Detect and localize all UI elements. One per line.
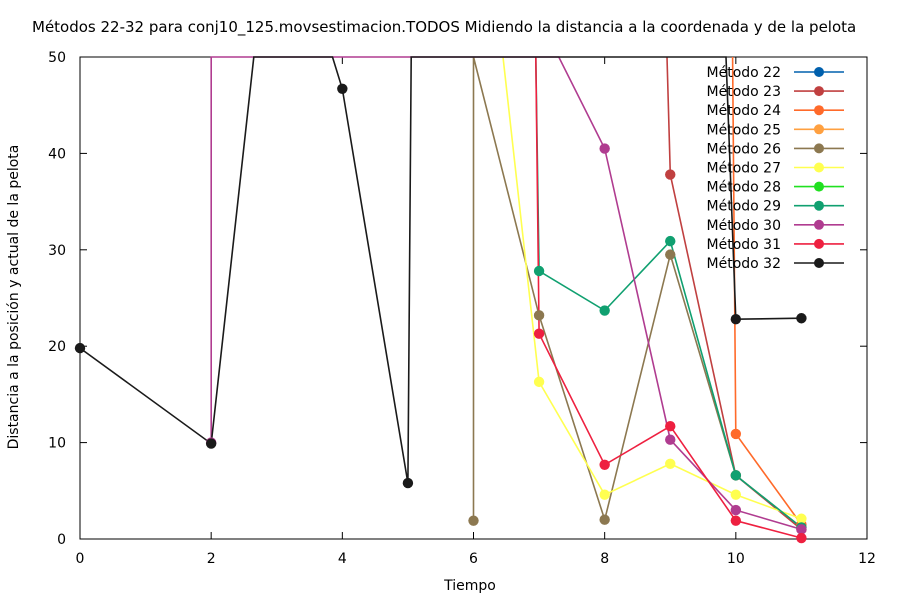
legend-swatch-point bbox=[814, 86, 824, 97]
legend: Método 22 Método 23 Método 24 Método 25 Méto… bbox=[707, 65, 844, 272]
legend-swatch-point bbox=[814, 200, 824, 211]
y-axis-label: Distancia a la posición y actual de la p… bbox=[6, 145, 22, 450]
x-tick-label: 10 bbox=[727, 551, 745, 567]
data-point bbox=[665, 235, 676, 247]
legend-swatch-point bbox=[814, 258, 824, 268]
legend-label: Método 31 bbox=[707, 237, 781, 253]
data-point bbox=[599, 459, 610, 470]
data-point bbox=[402, 477, 414, 489]
series-line bbox=[502, 56, 802, 520]
data-point bbox=[796, 513, 807, 524]
series-line bbox=[535, 56, 802, 539]
legend-swatch-point bbox=[814, 162, 824, 173]
data-point bbox=[796, 532, 807, 544]
data-point bbox=[599, 489, 610, 500]
legend-label: Método 28 bbox=[707, 180, 781, 196]
y-tick-label: 20 bbox=[48, 339, 66, 355]
legend-swatch-point bbox=[814, 143, 824, 154]
y-tick-label: 0 bbox=[57, 532, 66, 548]
data-point bbox=[665, 434, 676, 445]
legend-label: Método 30 bbox=[707, 218, 781, 234]
data-point bbox=[533, 328, 545, 339]
x-tick-label: 12 bbox=[858, 551, 876, 567]
legend-label: Método 24 bbox=[707, 103, 782, 119]
data-point bbox=[730, 314, 742, 325]
data-point bbox=[730, 428, 742, 440]
data-point bbox=[599, 143, 610, 154]
x-tick-label: 2 bbox=[207, 551, 216, 567]
data-point bbox=[730, 515, 742, 526]
data-point bbox=[468, 515, 479, 526]
y-tick-label: 10 bbox=[48, 436, 66, 452]
data-point bbox=[665, 458, 676, 470]
legend-label: Método 26 bbox=[707, 141, 782, 157]
data-point bbox=[796, 524, 807, 535]
legend-label: Método 32 bbox=[707, 256, 781, 272]
data-point bbox=[796, 313, 807, 324]
data-point bbox=[665, 249, 676, 260]
series-lines bbox=[79, 56, 803, 539]
chart-title: Métodos 22-32 para conj10_125.movsestima… bbox=[32, 18, 856, 37]
x-tick-label: 6 bbox=[469, 551, 478, 567]
data-point bbox=[205, 438, 217, 449]
x-tick-label: 4 bbox=[338, 551, 347, 567]
data-point bbox=[533, 265, 545, 277]
x-tick-label: 0 bbox=[76, 551, 85, 567]
data-point bbox=[665, 169, 676, 180]
legend-label: Método 27 bbox=[707, 161, 781, 177]
x-axis-label: Tiempo bbox=[443, 578, 496, 594]
legend-label: Método 29 bbox=[707, 199, 781, 215]
series-line bbox=[79, 56, 802, 484]
data-point bbox=[533, 376, 545, 388]
legend-swatch-point bbox=[814, 67, 824, 77]
legend-swatch-point bbox=[814, 238, 824, 249]
legend-swatch-point bbox=[814, 219, 824, 230]
data-point bbox=[599, 514, 610, 525]
y-tick-label: 40 bbox=[48, 146, 66, 162]
data-point bbox=[665, 421, 676, 432]
legend-label: Método 22 bbox=[707, 65, 781, 81]
series-points bbox=[74, 83, 807, 544]
legend-label: Método 23 bbox=[707, 84, 781, 100]
legend-swatch-point bbox=[814, 105, 824, 116]
legend-swatch-point bbox=[814, 181, 824, 192]
y-axis: 0 10 20 30 40 50 bbox=[48, 50, 867, 548]
data-point bbox=[337, 83, 348, 95]
data-point bbox=[730, 489, 742, 500]
data-point bbox=[730, 504, 742, 516]
legend-label: Método 25 bbox=[707, 122, 781, 138]
y-tick-label: 50 bbox=[48, 50, 66, 66]
legend-swatch-point bbox=[814, 124, 824, 135]
data-point bbox=[730, 470, 742, 481]
data-point bbox=[599, 305, 610, 316]
data-point bbox=[533, 310, 545, 321]
data-point bbox=[74, 342, 86, 354]
x-tick-label: 8 bbox=[600, 551, 609, 567]
y-tick-label: 30 bbox=[48, 243, 66, 259]
